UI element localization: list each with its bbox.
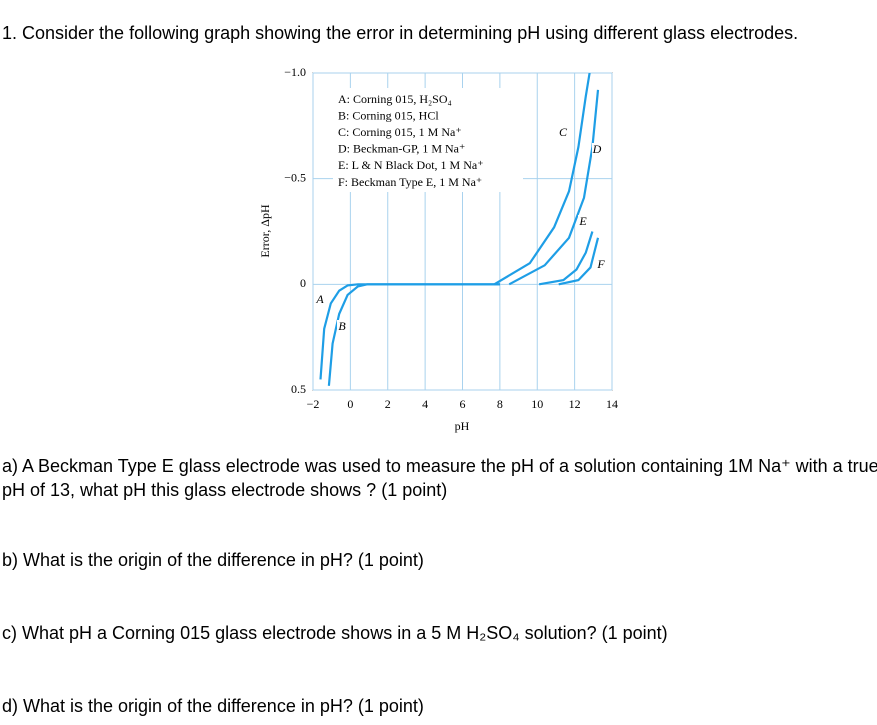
legend-entry: E: L & N Black Dot, 1 M Na⁺ — [338, 158, 484, 172]
y-axis-label: Error, ΔpH — [258, 204, 272, 258]
curve-label: E — [578, 214, 587, 228]
chart: pH Error, ΔpH −2 0 2 4 6 8 10 12 14 −1.0 −0.5 0 0.5 A… — [258, 65, 618, 433]
curve-label: A — [315, 292, 324, 306]
y-tick-label: 0.5 — [291, 382, 306, 396]
x-tick-label: 12 — [569, 397, 581, 411]
x-tick-label: 2 — [385, 397, 391, 411]
curve-label-bg — [596, 258, 606, 272]
y-tick-label: −1.0 — [284, 65, 306, 79]
curve-label: B — [338, 319, 346, 333]
part-a: a) A Beckman Type E glass electrode was … — [2, 456, 877, 500]
legend-entry: D: Beckman-GP, 1 M Na⁺ — [338, 142, 465, 156]
curve-label-bg — [315, 293, 325, 307]
curve-label: D — [592, 142, 602, 156]
curve — [493, 73, 591, 286]
x-tick-label: 0 — [347, 397, 353, 411]
curve — [538, 231, 594, 286]
x-axis-label: pH — [455, 419, 470, 433]
curve — [319, 283, 500, 380]
curve-label: F — [596, 257, 605, 271]
curve — [508, 89, 600, 286]
x-tick-label: 14 — [606, 397, 618, 411]
curve — [327, 283, 500, 386]
y-tick-label: 0 — [300, 276, 306, 290]
curve-label-bg — [337, 320, 347, 334]
x-tick-label: −2 — [307, 397, 320, 411]
curve-label-bg — [578, 215, 588, 229]
question: 1. Consider the following graph showing … — [2, 23, 799, 43]
curve — [558, 237, 600, 286]
part-c: c) What pH a Corning 015 glass electrode… — [2, 623, 668, 643]
curve-label-bg — [558, 126, 568, 140]
x-tick-label: 4 — [422, 397, 428, 411]
x-tick-label: 6 — [460, 397, 466, 411]
curve-label-bg — [592, 143, 602, 157]
x-tick-label: 8 — [497, 397, 503, 411]
y-tick-label: −0.5 — [284, 170, 306, 184]
legend-entry: C: Corning 015, 1 M Na⁺ — [338, 125, 462, 139]
legend-entry: B: Corning 015, HCl — [338, 108, 439, 122]
x-tick-label: 10 — [531, 397, 543, 411]
curve-label: C — [559, 125, 568, 139]
legend-box — [333, 88, 523, 192]
part-b: b) What is the origin of the difference … — [2, 550, 424, 570]
part-d: d) What is the origin of the difference … — [2, 696, 424, 716]
legend-entry: A: Corning 015, H₂SO₄ — [338, 92, 452, 106]
legend-entry: F: Beckman Type E, 1 M Na⁺ — [338, 175, 482, 189]
